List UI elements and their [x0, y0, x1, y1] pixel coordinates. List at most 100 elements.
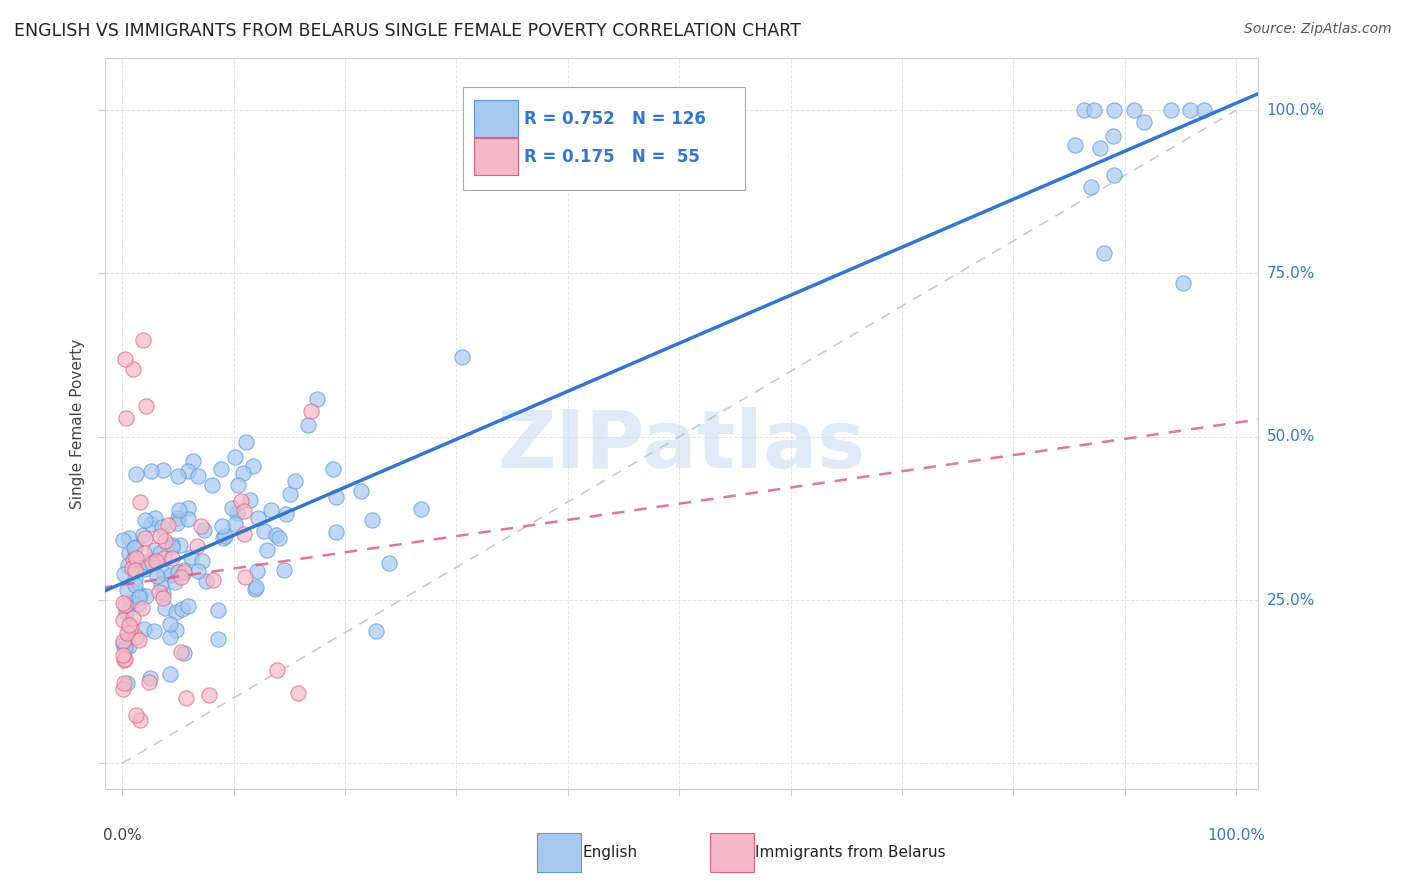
Text: ENGLISH VS IMMIGRANTS FROM BELARUS SINGLE FEMALE POVERTY CORRELATION CHART: ENGLISH VS IMMIGRANTS FROM BELARUS SINGL… — [14, 22, 801, 40]
Point — [211, 519, 233, 533]
Point — [165, 623, 187, 637]
Point — [141, 556, 163, 570]
Point — [134, 589, 156, 603]
Point — [114, 351, 136, 366]
Text: 100.0%: 100.0% — [1208, 829, 1265, 843]
Point — [152, 566, 174, 581]
Point — [135, 399, 157, 413]
Point — [146, 569, 169, 583]
Point — [207, 632, 229, 646]
Text: English: English — [582, 846, 637, 860]
Point — [1083, 103, 1105, 118]
Point — [177, 599, 200, 613]
Point — [170, 645, 193, 659]
Point — [117, 626, 139, 640]
Text: 50.0%: 50.0% — [1267, 429, 1315, 444]
Point — [198, 688, 221, 702]
Point — [152, 463, 174, 477]
Point — [115, 605, 138, 619]
Point — [132, 546, 155, 560]
Point — [1064, 138, 1087, 153]
FancyBboxPatch shape — [474, 101, 519, 137]
Point — [134, 561, 156, 575]
Point — [1088, 140, 1111, 154]
Point — [153, 601, 176, 615]
Point — [378, 557, 401, 571]
Y-axis label: Single Female Poverty: Single Female Poverty — [70, 339, 86, 508]
Point — [245, 580, 267, 594]
Point — [276, 507, 298, 521]
Point — [159, 631, 181, 645]
Point — [125, 467, 148, 481]
Point — [112, 533, 135, 547]
Point — [1092, 246, 1115, 260]
Point — [153, 534, 176, 549]
Point — [124, 540, 146, 554]
Point — [128, 590, 150, 604]
Point — [153, 551, 176, 566]
Point — [209, 462, 232, 476]
Point — [152, 591, 174, 605]
Point — [1171, 276, 1194, 290]
Point — [165, 574, 187, 589]
Point — [120, 594, 142, 608]
Point — [122, 611, 145, 625]
Point — [118, 546, 141, 560]
Point — [114, 652, 136, 666]
Point — [297, 418, 319, 433]
Point — [127, 597, 149, 611]
Point — [260, 503, 283, 517]
Point — [138, 674, 160, 689]
Point — [112, 613, 135, 627]
Point — [125, 707, 148, 722]
Point — [226, 477, 249, 491]
Point — [160, 540, 183, 554]
Point — [212, 532, 235, 546]
Point — [112, 637, 135, 651]
Point — [125, 630, 148, 644]
Point — [233, 526, 256, 541]
Point — [1160, 103, 1182, 118]
Point — [124, 563, 146, 577]
Point — [167, 502, 190, 516]
Point — [191, 554, 214, 568]
Point — [360, 513, 382, 527]
Point — [148, 585, 170, 599]
Point — [132, 333, 155, 347]
Point — [177, 512, 200, 526]
Point — [232, 504, 254, 518]
Point — [174, 690, 197, 705]
Point — [221, 500, 243, 515]
Text: 100.0%: 100.0% — [1267, 103, 1324, 118]
Point — [1123, 103, 1146, 118]
Point — [214, 529, 236, 543]
Point — [112, 653, 135, 667]
Point — [229, 493, 252, 508]
Point — [350, 483, 373, 498]
Point — [1102, 168, 1125, 182]
Point — [224, 450, 246, 465]
Point — [284, 474, 307, 488]
Point — [202, 574, 225, 588]
Point — [135, 555, 157, 569]
Point — [177, 501, 200, 516]
Text: 0.0%: 0.0% — [103, 829, 142, 843]
Point — [112, 634, 135, 648]
Point — [129, 495, 152, 509]
Point — [409, 502, 432, 516]
Point — [238, 493, 260, 508]
Point — [120, 619, 142, 633]
Point — [187, 469, 209, 483]
Point — [112, 648, 135, 662]
Point — [128, 632, 150, 647]
Point — [114, 410, 136, 425]
Text: ZIPatlas: ZIPatlas — [498, 407, 866, 484]
Point — [325, 490, 347, 504]
Point — [118, 531, 141, 545]
Point — [156, 518, 179, 533]
Point — [173, 565, 195, 579]
Point — [172, 602, 194, 616]
Point — [167, 511, 190, 525]
Point — [112, 567, 135, 582]
Point — [112, 676, 135, 690]
